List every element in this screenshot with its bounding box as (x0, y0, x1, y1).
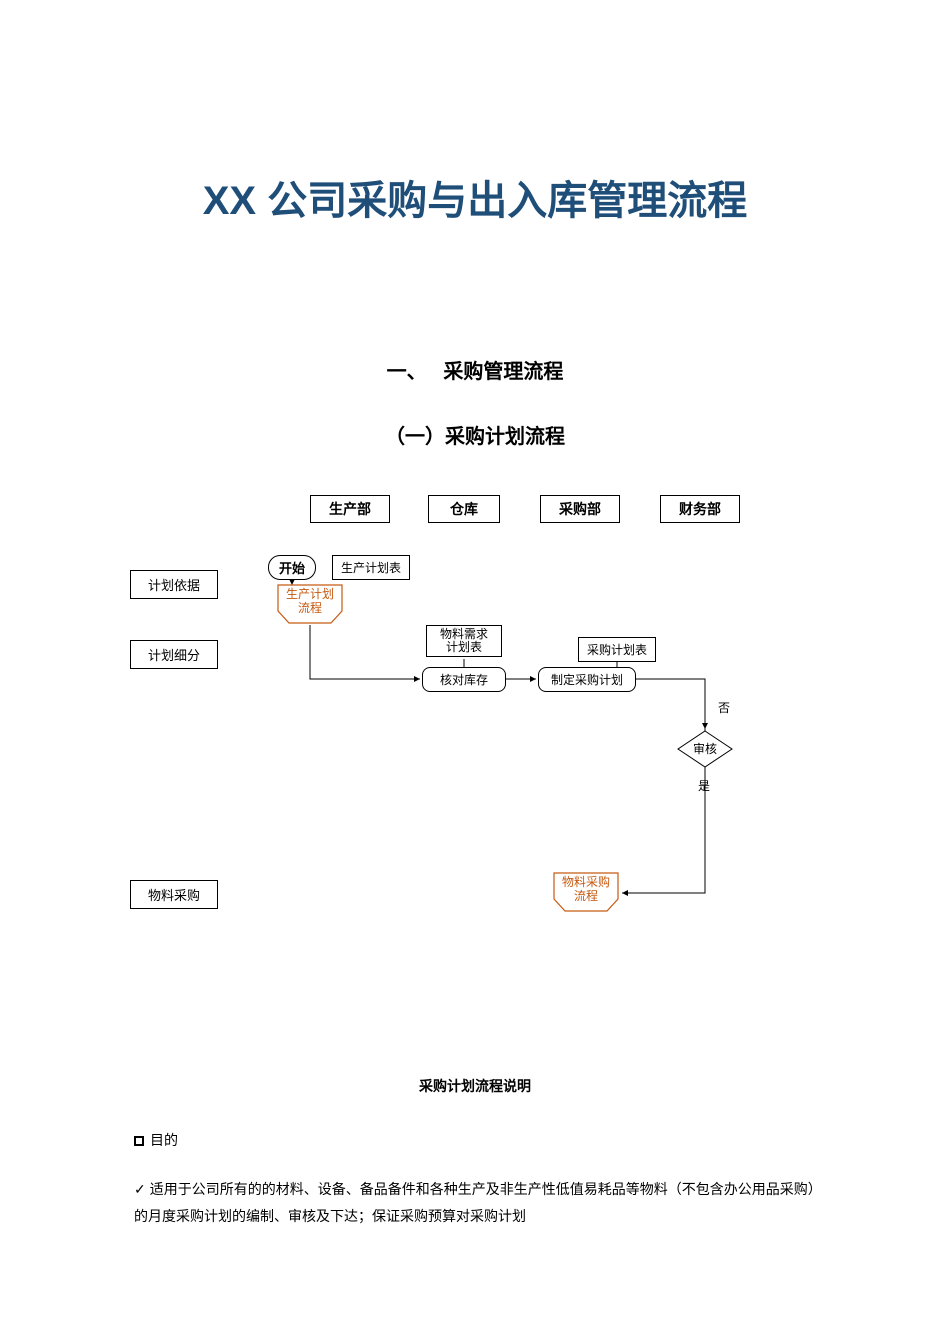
decision-no-label: 否 (718, 699, 730, 716)
node-start: 开始 (268, 555, 316, 580)
section-1-1-heading: （一）采购计划流程 (0, 420, 950, 449)
node-material-req-l2: 计划表 (446, 640, 482, 654)
section-1-number: 一、 (387, 361, 427, 383)
node-purchase-plan-doc: 采购计划表 (578, 637, 656, 662)
section-1-heading: 一、 采购管理流程 (0, 355, 950, 384)
square-outline-icon (134, 1136, 144, 1146)
column-header-purchasing: 采购部 (540, 495, 620, 523)
row-label-basis: 计划依据 (130, 570, 218, 599)
explain-heading-text: 目的 (150, 1134, 178, 1149)
svg-text:审核: 审核 (693, 741, 717, 756)
node-material-req-l1: 物料需求 (440, 627, 488, 641)
section-1-text: 采购管理流程 (443, 361, 563, 383)
explain-heading: 目的 (134, 1130, 178, 1150)
node-make-plan: 制定采购计划 (538, 667, 636, 692)
decision-yes-label: 是 (698, 777, 710, 794)
row-label-buy: 物料采购 (130, 880, 218, 909)
node-matbuy-l2: 流程 (574, 889, 598, 903)
node-production-plan-doc: 生产计划表 (332, 555, 410, 580)
page-title: XX 公司采购与出入库管理流程 (0, 168, 950, 226)
check-icon: ✓ (134, 1183, 146, 1198)
explain-title: 采购计划流程说明 (0, 1076, 950, 1096)
column-header-production: 生产部 (310, 495, 390, 523)
node-check-inventory: 核对库存 (422, 667, 506, 692)
node-material-purchase-flow: 物料采购流程 (552, 871, 620, 913)
flowchart-connectors: 审核 (130, 495, 820, 975)
row-label-detail: 计划细分 (130, 640, 218, 669)
column-header-finance: 财务部 (660, 495, 740, 523)
column-header-warehouse: 仓库 (428, 495, 500, 523)
explain-body-text: 适用于公司所有的的材料、设备、备品备件和各种生产及非生产性低值易耗品等物料（不包… (134, 1183, 815, 1225)
node-production-flow-l2: 流程 (298, 601, 322, 615)
node-production-flow: 生产计划流程 (276, 583, 344, 625)
explain-body: ✓适用于公司所有的的材料、设备、备品备件和各种生产及非生产性低值易耗品等物料（不… (134, 1178, 820, 1231)
node-production-flow-l1: 生产计划 (286, 587, 334, 601)
flowchart: 生产部 仓库 采购部 财务部 计划依据 计划细分 物料采购 审核 开始 (130, 495, 820, 975)
node-matbuy-l1: 物料采购 (562, 875, 610, 889)
node-material-req-doc: 物料需求 计划表 (426, 625, 502, 657)
